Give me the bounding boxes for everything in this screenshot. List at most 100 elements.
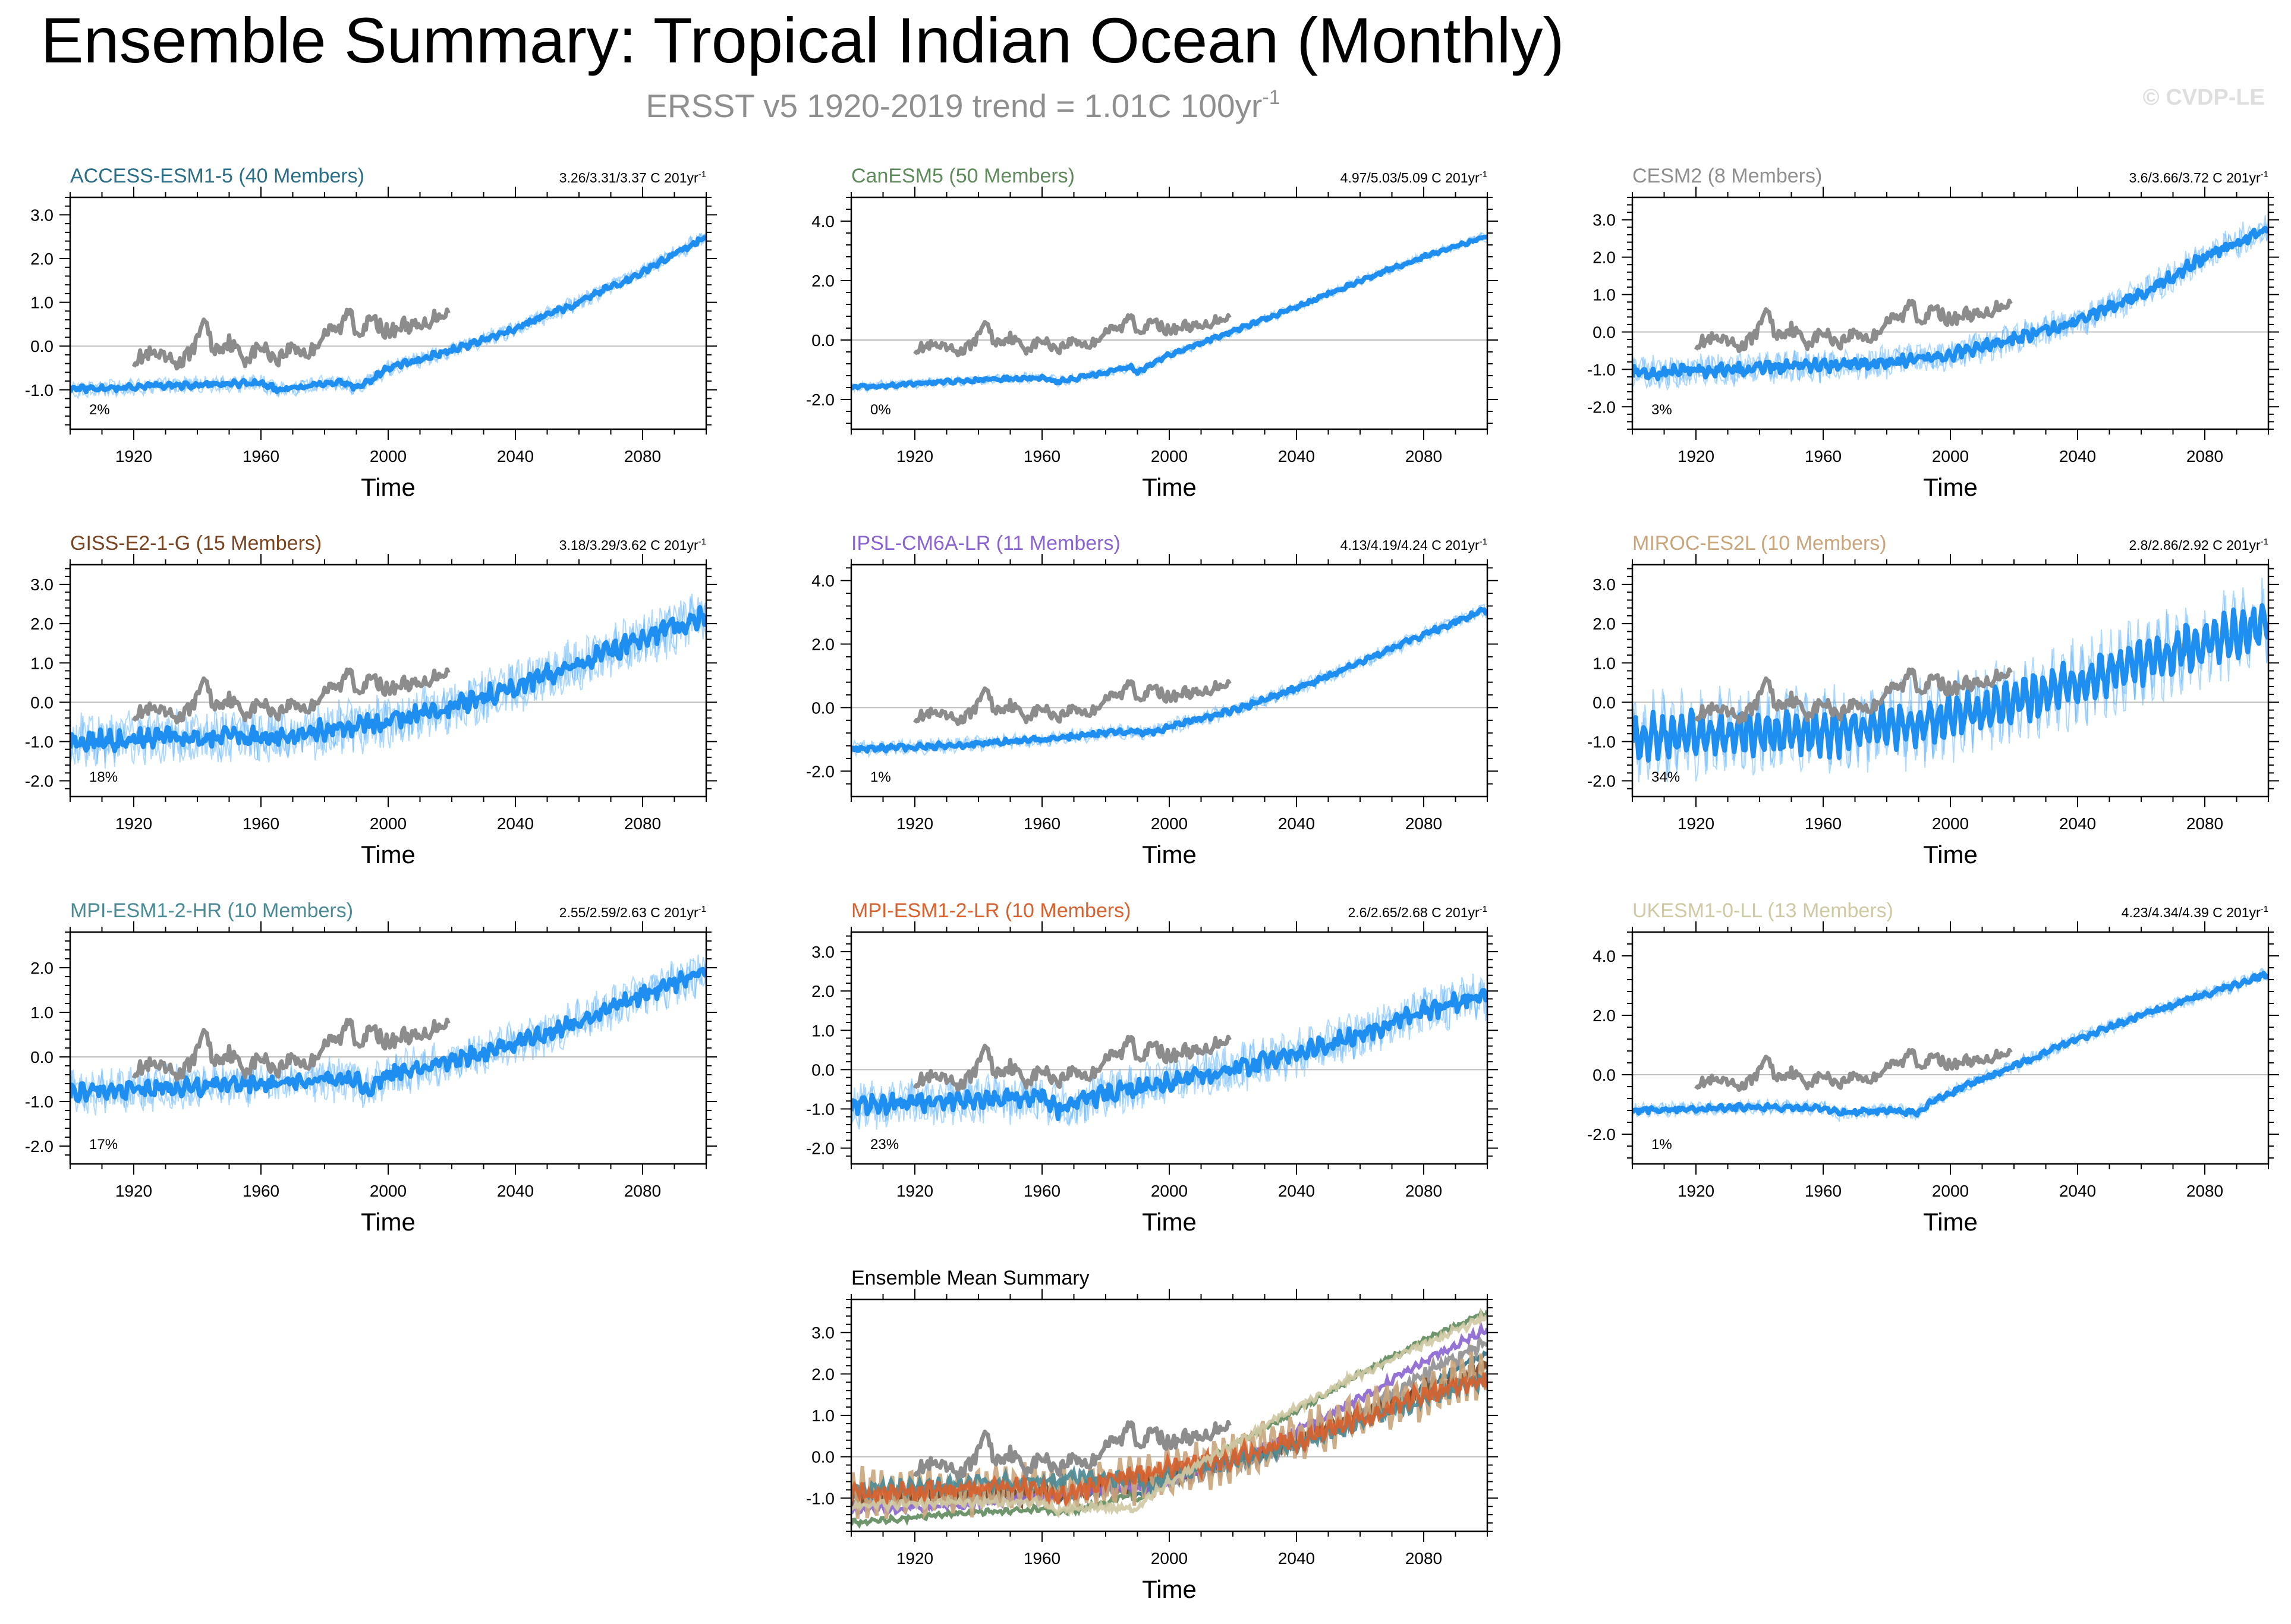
trend-value: 4.97/5.03/5.09 C 201yr: [1340, 170, 1480, 185]
panel-title: MPI-ESM1-2-LR (10 Members): [851, 899, 1131, 922]
member-series: [1632, 967, 2268, 1123]
observation-series: [912, 1420, 1232, 1480]
observation-series: [131, 307, 451, 371]
plot-area: [851, 603, 1487, 759]
ensemble-mean-series: [1632, 971, 2268, 1118]
member-series: [851, 603, 1487, 758]
y-tick-label: 2.0: [811, 982, 835, 1000]
panel-percentage: 17%: [89, 1137, 118, 1153]
plot-area: [851, 973, 1487, 1130]
x-axis-label: Time: [1142, 841, 1197, 868]
y-tick-label: 1.0: [30, 294, 54, 312]
x-tick-label: 2040: [2059, 447, 2096, 465]
x-tick-label: 1960: [1024, 1549, 1060, 1568]
trend-superscript: -1: [1480, 169, 1487, 180]
panel-3: CESM2 (8 Members) 3.6/3.66/3.72 C 201yr-1…: [1587, 165, 2279, 501]
plot-frame: [850, 564, 1488, 798]
x-axis-label: Time: [1142, 473, 1197, 501]
y-tick-label: 4.0: [811, 572, 835, 590]
x-tick-label: 2040: [2059, 814, 2096, 833]
panel-title: IPSL-CM6A-LR (11 Members): [851, 532, 1121, 555]
plot-frame: [850, 196, 1488, 430]
plot-frame: [1631, 931, 2270, 1165]
y-tick-label: -2.0: [806, 1140, 835, 1158]
x-tick-label: 2040: [1278, 1549, 1315, 1568]
y-tick-label: 1.0: [811, 1021, 835, 1040]
member-series: [851, 232, 1487, 394]
y-tick-label: 2.0: [811, 1365, 835, 1383]
trend-value: 2.6/2.65/2.68 C 201yr: [1348, 905, 1480, 920]
panel-trend: 4.23/4.34/4.39 C 201yr-1: [2122, 904, 2268, 920]
y-tick-label: 0.0: [30, 337, 54, 355]
panel-percentage: 2%: [89, 402, 110, 418]
y-tick-label: 2.0: [1593, 1006, 1616, 1025]
observation-series: [912, 1034, 1232, 1092]
trend-superscript: -1: [2261, 169, 2268, 180]
y-tick-label: -1.0: [25, 1093, 54, 1111]
x-tick-label: 2040: [2059, 1182, 2096, 1200]
ensemble-mean-series: [70, 605, 706, 754]
y-tick-label: 2.0: [30, 959, 54, 977]
panel-7: MPI-ESM1-2-HR (10 Members) 2.55/2.59/2.63…: [25, 899, 717, 1236]
trend-superscript: -1: [1480, 537, 1487, 547]
member-series: [851, 233, 1487, 392]
panel-trend: 3.26/3.31/3.37 C 201yr-1: [559, 169, 706, 185]
panel-trend: 2.55/2.59/2.63 C 201yr-1: [559, 904, 706, 920]
x-tick-label: 1920: [1678, 1182, 1714, 1200]
member-series: [851, 605, 1487, 759]
x-tick-label: 2080: [1405, 447, 1442, 465]
x-axis-label: Time: [361, 473, 416, 501]
x-axis-label: Time: [361, 1208, 416, 1236]
x-tick-label: 2000: [370, 447, 407, 465]
y-tick-label: 1.0: [811, 1406, 835, 1425]
y-tick-label: 0.0: [30, 1048, 54, 1066]
y-tick-label: -2.0: [25, 772, 54, 791]
x-tick-label: 2000: [1932, 447, 1969, 465]
x-tick-label: 1960: [243, 1182, 279, 1200]
y-tick-label: -1.0: [806, 1489, 835, 1507]
x-axis-label: Time: [1923, 841, 1978, 868]
ensemble-mean-series: [70, 967, 706, 1103]
panel-trend: 2.8/2.86/2.92 C 201yr-1: [2129, 537, 2268, 553]
x-tick-label: 2040: [1278, 814, 1315, 833]
figure-title: Ensemble Summary: Tropical Indian Ocean …: [40, 4, 1564, 76]
y-tick-label: 3.0: [1593, 211, 1616, 229]
x-tick-label: 1920: [115, 447, 152, 465]
y-tick-label: 2.0: [811, 272, 835, 290]
y-tick-label: 1.0: [30, 654, 54, 672]
ensemble-mean-series: [851, 234, 1487, 391]
y-tick-label: -2.0: [806, 391, 835, 409]
y-tick-label: 2.0: [811, 635, 835, 654]
x-tick-label: 1920: [896, 447, 933, 465]
x-tick-label: 1960: [1024, 447, 1060, 465]
panel-9: UKESM1-0-LL (13 Members) 4.23/4.34/4.39 C…: [1587, 899, 2279, 1236]
x-tick-label: 2000: [1932, 1182, 1969, 1200]
member-series: [1632, 968, 2268, 1121]
y-tick-label: 0.0: [1593, 1066, 1616, 1084]
figure-subtitle: ERSST v5 1920-2019 trend = 1.01C 100yr-1: [646, 86, 1280, 124]
y-tick-label: 2.0: [30, 615, 54, 633]
trend-value: 2.8/2.86/2.92 C 201yr: [2129, 537, 2261, 553]
ensemble-mean-series: [851, 606, 1487, 754]
model-mean-series: [851, 1370, 1487, 1501]
member-series: [851, 607, 1487, 756]
trend-value: 4.23/4.34/4.39 C 201yr: [2122, 905, 2261, 920]
plot-area: [1632, 967, 2268, 1123]
plot-area: [70, 954, 706, 1116]
ensemble-mean-series: [851, 988, 1487, 1122]
plot-area: [70, 232, 706, 400]
trend-superscript: -1: [698, 169, 706, 180]
panel-5: IPSL-CM6A-LR (11 Members) 4.13/4.19/4.24 …: [806, 532, 1498, 868]
panel-10: Ensemble Mean Summary 1920 1960 2000 2040 208…: [806, 1267, 1498, 1603]
y-tick-label: -1.0: [1587, 732, 1616, 751]
y-tick-label: 4.0: [1593, 947, 1616, 965]
observation-series: [1694, 1047, 2013, 1093]
trend-value: 3.6/3.66/3.72 C 201yr: [2129, 170, 2261, 185]
plot-area: [1632, 215, 2268, 391]
trend-value: 3.26/3.31/3.37 C 201yr: [559, 170, 698, 185]
ensemble-mean-series: [1632, 225, 2268, 382]
x-tick-label: 2080: [2186, 447, 2223, 465]
panel-8: MPI-ESM1-2-LR (10 Members) 2.6/2.65/2.68 …: [806, 899, 1498, 1236]
x-tick-label: 2040: [1278, 447, 1315, 465]
panel-4: GISS-E2-1-G (15 Members) 3.18/3.29/3.62 C…: [25, 532, 717, 868]
